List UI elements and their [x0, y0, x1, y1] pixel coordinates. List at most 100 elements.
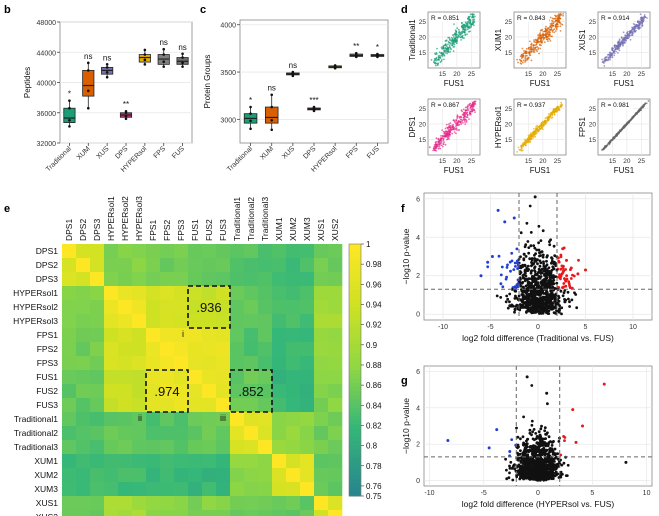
colorbar-segment: [349, 458, 361, 463]
heatmap-cell: [244, 300, 259, 315]
heatmap-cell: [174, 384, 189, 399]
heatmap-cell: [328, 468, 343, 483]
data-point: [546, 457, 549, 461]
colorbar-tick-label: 0.86: [366, 381, 382, 390]
data-point: [521, 285, 525, 289]
data-point: [545, 391, 549, 395]
data-point: [543, 429, 547, 433]
colorbar-segment: [349, 315, 361, 321]
data-point: [533, 265, 537, 269]
y-tick-label: 2: [416, 273, 420, 280]
data-point: [435, 64, 437, 67]
heatmap-cell: [90, 258, 105, 273]
heatmap-cell: [76, 440, 91, 455]
column-label: HYPERsol2: [120, 196, 130, 241]
colorbar-segment: [349, 420, 361, 426]
heatmap-cell: [216, 482, 231, 497]
data-point: [533, 270, 537, 273]
data-point: [524, 143, 526, 146]
colorbar-tick-label: 0.92: [366, 321, 382, 330]
data-point: [552, 471, 555, 475]
y-tick-label: 0: [416, 312, 420, 319]
data-point: [541, 308, 545, 312]
data-point: [510, 251, 514, 255]
heatmap-cell: [258, 412, 273, 427]
colorbar-segment: [349, 269, 361, 274]
data-point: [515, 247, 519, 251]
heatmap-cell: [300, 426, 315, 441]
heatmap-cell: [76, 412, 91, 427]
data-point: [639, 109, 642, 112]
data-point: [473, 24, 475, 27]
row-label: XUM3: [34, 484, 58, 494]
data-point: [527, 140, 530, 142]
replicate-point: [181, 52, 184, 56]
x-tick-label: XUM: [259, 145, 275, 161]
data-point: [565, 474, 569, 477]
data-point: [450, 48, 452, 51]
heatmap-cell: [300, 300, 315, 315]
data-point: [626, 123, 629, 126]
data-point: [516, 58, 518, 61]
colorbar-segment: [349, 256, 361, 262]
replicate-point: [270, 128, 274, 132]
heatmap-cell: [272, 272, 287, 287]
heatmap-cell: [118, 412, 133, 427]
heatmap-cell: [314, 398, 329, 413]
heatmap-cell: [328, 384, 343, 399]
replicate-point: [181, 56, 184, 59]
row-label: FPS1: [37, 330, 59, 340]
data-point: [443, 141, 445, 144]
data-point: [607, 53, 610, 56]
heatmap-cell: [132, 244, 147, 259]
data-point: [533, 127, 535, 130]
colorbar-segment: [349, 462, 361, 468]
data-point: [456, 117, 459, 119]
heatmap-cell: [90, 412, 105, 427]
data-point: [533, 39, 535, 41]
heatmap-cell: [244, 398, 259, 413]
colorbar-segment: [349, 395, 361, 400]
heatmap-cell: [328, 398, 343, 413]
colorbar-segment: [349, 319, 361, 325]
data-point: [535, 127, 538, 130]
data-point: [603, 57, 606, 60]
heatmap-cell: [300, 510, 315, 516]
data-point: [632, 116, 635, 118]
data-point: [516, 443, 520, 447]
heatmap-cell: [90, 384, 105, 399]
data-point: [463, 116, 466, 118]
data-point: [544, 119, 547, 122]
heatmap-cell: [160, 244, 175, 259]
data-point: [527, 251, 531, 255]
data-point: [455, 125, 457, 127]
heatmap-cell: [230, 258, 245, 273]
data-point: [641, 21, 644, 24]
heatmap-cell: [328, 412, 343, 427]
heatmap-cell: [244, 356, 259, 371]
heatmap-cell: [202, 440, 217, 455]
data-point: [505, 266, 509, 269]
heatmap-cell: [160, 342, 175, 357]
panel-label-b: b: [4, 4, 11, 16]
data-point: [474, 15, 476, 18]
data-point: [557, 260, 561, 264]
data-point: [447, 129, 450, 131]
data-point: [531, 310, 535, 314]
data-point: [533, 459, 536, 463]
data-point: [467, 16, 470, 18]
data-point: [534, 48, 536, 51]
data-point: [537, 299, 541, 303]
heatmap-cell: [216, 468, 231, 483]
heatmap-cell: [314, 258, 329, 273]
highlight-marker: i: [182, 329, 184, 339]
row-label: Traditional3: [14, 442, 58, 452]
data-point: [442, 137, 445, 140]
data-point: [466, 111, 469, 114]
data-point: [447, 51, 450, 54]
data-point: [526, 139, 528, 141]
data-point: [539, 427, 543, 431]
data-point: [577, 258, 580, 262]
